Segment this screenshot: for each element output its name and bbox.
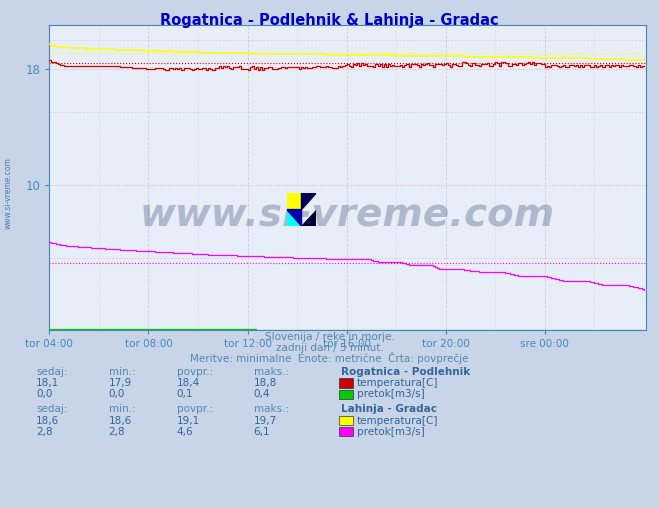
Text: zadnji dan / 5 minut.: zadnji dan / 5 minut.	[275, 342, 384, 353]
Text: sedaj:: sedaj:	[36, 367, 68, 377]
Text: min.:: min.:	[109, 367, 136, 377]
Polygon shape	[302, 193, 316, 209]
Text: Rogatnica - Podlehnik & Lahinja - Gradac: Rogatnica - Podlehnik & Lahinja - Gradac	[160, 13, 499, 28]
Text: temperatura[C]: temperatura[C]	[357, 416, 439, 426]
Polygon shape	[287, 209, 302, 226]
Text: 2,8: 2,8	[36, 427, 53, 437]
Text: 0,0: 0,0	[109, 389, 125, 399]
Text: 0,1: 0,1	[177, 389, 193, 399]
Text: maks.:: maks.:	[254, 404, 289, 415]
Text: 18,6: 18,6	[36, 416, 59, 426]
Text: 0,4: 0,4	[254, 389, 270, 399]
Text: Rogatnica - Podlehnik: Rogatnica - Podlehnik	[341, 367, 471, 377]
Text: pretok[m3/s]: pretok[m3/s]	[357, 389, 425, 399]
Polygon shape	[287, 209, 302, 226]
Text: sedaj:: sedaj:	[36, 404, 68, 415]
Polygon shape	[302, 209, 316, 226]
Text: temperatura[C]: temperatura[C]	[357, 378, 439, 388]
Text: min.:: min.:	[109, 404, 136, 415]
Text: 17,9: 17,9	[109, 378, 132, 388]
Text: 2,8: 2,8	[109, 427, 125, 437]
Text: 18,1: 18,1	[36, 378, 59, 388]
Text: povpr.:: povpr.:	[177, 367, 213, 377]
Text: 0,0: 0,0	[36, 389, 53, 399]
Text: Slovenija / reke in morje.: Slovenija / reke in morje.	[264, 332, 395, 342]
Text: 19,1: 19,1	[177, 416, 200, 426]
Text: 4,6: 4,6	[177, 427, 193, 437]
Text: maks.:: maks.:	[254, 367, 289, 377]
Text: povpr.:: povpr.:	[177, 404, 213, 415]
Text: 18,8: 18,8	[254, 378, 277, 388]
Text: Meritve: minimalne  Enote: metrične  Črta: povprečje: Meritve: minimalne Enote: metrične Črta:…	[190, 352, 469, 364]
Text: www.si-vreme.com: www.si-vreme.com	[140, 196, 556, 233]
Text: 19,7: 19,7	[254, 416, 277, 426]
Text: pretok[m3/s]: pretok[m3/s]	[357, 427, 425, 437]
Polygon shape	[287, 193, 302, 209]
Text: 6,1: 6,1	[254, 427, 270, 437]
Text: www.si-vreme.com: www.si-vreme.com	[3, 157, 13, 229]
Text: Lahinja - Gradac: Lahinja - Gradac	[341, 404, 438, 415]
Text: 18,6: 18,6	[109, 416, 132, 426]
Text: 18,4: 18,4	[177, 378, 200, 388]
